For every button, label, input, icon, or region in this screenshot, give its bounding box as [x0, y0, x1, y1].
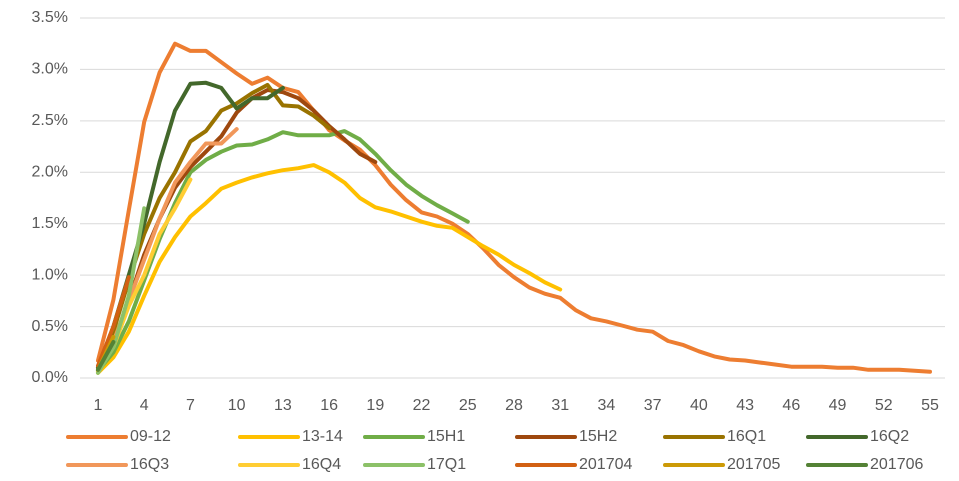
x-tick-label: 7: [186, 397, 195, 414]
x-tick-label: 31: [551, 397, 569, 414]
x-tick-label: 49: [829, 397, 847, 414]
legend-label: 16Q3: [130, 456, 169, 473]
series-line: [96, 340, 116, 372]
x-tick-label: 52: [875, 397, 893, 414]
x-tick-label: 28: [505, 397, 523, 414]
x-tick-label: 4: [140, 397, 149, 414]
x-tick-label: 10: [228, 397, 246, 414]
x-tick-label: 13: [274, 397, 292, 414]
x-tick-label: 34: [598, 397, 616, 414]
y-tick-label: 3.5%: [32, 9, 68, 26]
y-tick-label: 3.0%: [32, 61, 68, 78]
series-line: [96, 275, 131, 368]
legend-label: 16Q4: [302, 456, 341, 473]
x-tick-label: 19: [366, 397, 384, 414]
x-tick-label: 22: [413, 397, 431, 414]
x-tick-label: 37: [644, 397, 662, 414]
y-tick-label: 2.5%: [32, 112, 68, 129]
legend-label: 201706: [870, 456, 923, 473]
legend-label: 16Q1: [727, 428, 766, 445]
legend-label: 17Q1: [427, 456, 466, 473]
x-tick-label: 43: [736, 397, 754, 414]
series-line: [96, 163, 563, 375]
y-tick-label: 1.0%: [32, 266, 68, 283]
legend-label: 201704: [579, 456, 632, 473]
y-tick-label: 1.5%: [32, 215, 68, 232]
legend-label: 09-12: [130, 428, 171, 445]
y-tick-label: 0.5%: [32, 318, 68, 335]
legend-label: 16Q2: [870, 428, 909, 445]
x-tick-label: 25: [459, 397, 477, 414]
x-tick-label: 16: [320, 397, 338, 414]
x-tick-label: 1: [94, 397, 103, 414]
y-tick-label: 2.0%: [32, 164, 68, 181]
y-tick-label: 0.0%: [32, 369, 68, 386]
legend-label: 13-14: [302, 428, 343, 445]
x-tick-label: 55: [921, 397, 939, 414]
legend-label: 15H2: [579, 428, 617, 445]
series-line: [96, 41, 932, 374]
x-tick-label: 46: [782, 397, 800, 414]
legend-label: 201705: [727, 456, 780, 473]
x-tick-label: 40: [690, 397, 708, 414]
legend-label: 15H1: [427, 428, 465, 445]
series-line: [96, 80, 285, 370]
